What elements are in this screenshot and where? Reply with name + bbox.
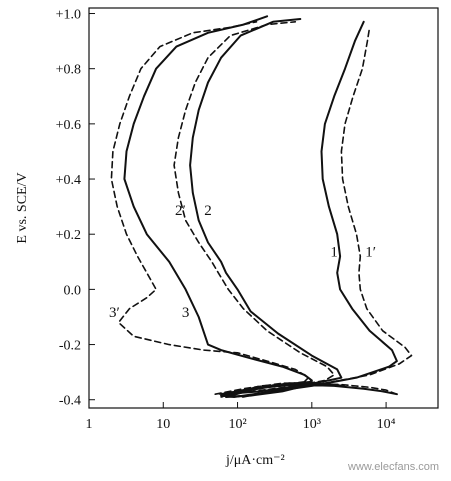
series-line-3 xyxy=(123,15,313,398)
x-tick-label: 10² xyxy=(228,417,246,432)
curve-label-1: 1 xyxy=(330,244,338,260)
x-axis: 1 10 10² 10³ 10⁴ xyxy=(86,402,396,432)
curve-label-3: 3 xyxy=(182,305,190,321)
series-line-3-prime xyxy=(110,21,310,398)
curve-label-2-prime: 2′ xyxy=(175,203,186,219)
curve-label-2: 2 xyxy=(204,203,212,219)
y-tick-label: +0.4 xyxy=(56,173,81,188)
watermark-text: www.elecfans.com xyxy=(347,461,439,473)
series-line-1 xyxy=(220,20,398,398)
y-tick-label: -0.4 xyxy=(59,394,81,409)
plot-frame xyxy=(88,7,439,409)
y-tick-label: 0.0 xyxy=(64,283,82,298)
y-tick-label: +0.8 xyxy=(56,63,81,78)
curve-label-1-prime: 1′ xyxy=(365,244,376,260)
y-axis: +1.0 +0.8 +0.6 +0.4 +0.2 0.0 -0.2 -0.4 xyxy=(56,8,95,409)
y-tick-label: +0.2 xyxy=(56,228,81,243)
curve-labels: 1 1′ 2 2′ 3 3′ xyxy=(109,203,376,321)
series-line-2-prime xyxy=(173,21,341,395)
x-tick-label: 10³ xyxy=(303,417,321,432)
series-line-1-prime xyxy=(225,26,413,398)
x-tick-label: 1 xyxy=(86,417,93,432)
x-tick-label: 10⁴ xyxy=(377,417,396,432)
y-axis-title: E vs. SCE/V xyxy=(15,172,30,243)
y-tick-label: -0.2 xyxy=(59,339,81,354)
curve-label-3-prime: 3′ xyxy=(109,305,120,321)
x-tick-label: 10 xyxy=(156,417,170,432)
x-axis-title: j/μA·cm⁻² xyxy=(225,453,285,468)
y-tick-label: +0.6 xyxy=(56,118,81,133)
curves xyxy=(110,15,413,398)
y-tick-label: +1.0 xyxy=(56,8,81,23)
series-line-2 xyxy=(189,18,345,396)
